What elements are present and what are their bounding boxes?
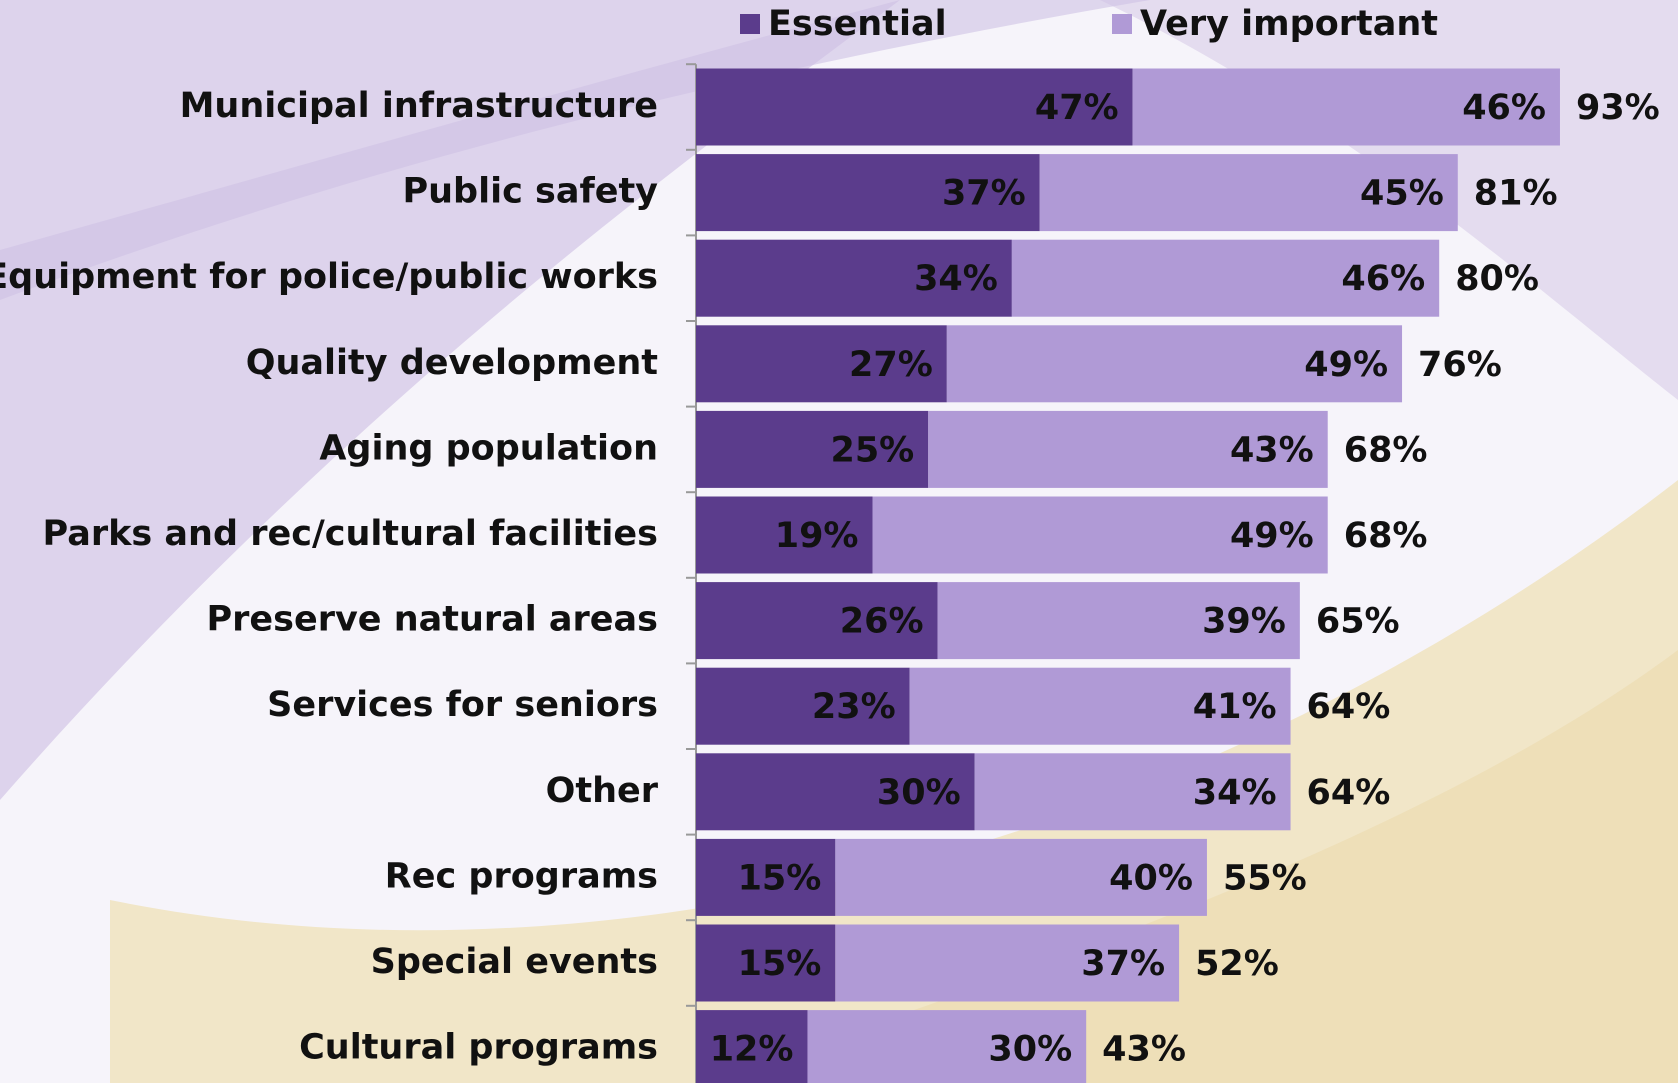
category-label: Preserve natural areas xyxy=(206,600,658,640)
category-label: Parks and rec/cultural facilities xyxy=(43,514,658,554)
bar-segment xyxy=(928,410,1328,488)
value-label: 40% xyxy=(1109,858,1193,898)
swoosh xyxy=(700,650,1678,1083)
bar-segment xyxy=(696,667,910,745)
total-label: 76% xyxy=(1418,345,1502,385)
legend-label: Essential xyxy=(768,4,947,44)
category-label: Equipment for police/public works xyxy=(0,257,658,297)
value-label: 49% xyxy=(1230,516,1314,556)
value-label: 34% xyxy=(1193,773,1277,813)
value-label: 39% xyxy=(1202,602,1286,642)
bar-segment xyxy=(909,667,1291,745)
bar-segment xyxy=(696,753,975,831)
legend-swatch xyxy=(1112,14,1132,34)
legend-swatch xyxy=(740,14,760,34)
bar-segment xyxy=(1039,154,1458,232)
value-label: 12% xyxy=(710,1030,794,1070)
category-label: Public safety xyxy=(402,172,658,212)
value-label: 34% xyxy=(914,259,998,299)
bar-segment xyxy=(807,1010,1087,1083)
value-label: 26% xyxy=(840,602,924,642)
bar-segment xyxy=(835,924,1180,1002)
total-label: 64% xyxy=(1307,687,1391,727)
value-label: 15% xyxy=(738,944,822,984)
total-label: 52% xyxy=(1195,944,1279,984)
bar-segment xyxy=(1132,68,1560,146)
value-label: 41% xyxy=(1193,687,1277,727)
category-label: Services for seniors xyxy=(267,685,658,725)
category-label: Municipal infrastructure xyxy=(180,86,658,126)
value-label: 27% xyxy=(849,345,933,385)
bar-segment xyxy=(696,68,1133,146)
total-label: 80% xyxy=(1455,259,1539,299)
value-label: 30% xyxy=(988,1030,1072,1070)
category-label: Aging population xyxy=(319,428,658,468)
total-label: 55% xyxy=(1223,858,1307,898)
bar-segment xyxy=(696,239,1012,317)
bar-segment xyxy=(946,325,1403,403)
value-label: 15% xyxy=(738,858,822,898)
legend-label: Very important xyxy=(1140,4,1438,44)
total-label: 65% xyxy=(1316,602,1400,642)
bar-segment xyxy=(974,753,1291,831)
bar-segment xyxy=(937,582,1300,660)
category-label: Rec programs xyxy=(385,856,658,896)
value-label: 23% xyxy=(812,687,896,727)
bar-segment xyxy=(1011,239,1440,317)
value-label: 37% xyxy=(1081,944,1165,984)
total-label: 68% xyxy=(1344,516,1428,556)
value-label: 46% xyxy=(1341,259,1425,299)
value-label: 46% xyxy=(1462,88,1546,128)
bar-segment xyxy=(696,838,836,916)
bar-segment xyxy=(696,410,929,488)
value-label: 30% xyxy=(877,773,961,813)
category-label: Special events xyxy=(371,942,658,982)
value-label: 25% xyxy=(830,430,914,470)
bar-segment xyxy=(696,924,836,1002)
value-label: 43% xyxy=(1230,430,1314,470)
category-label: Quality development xyxy=(246,343,658,383)
bar-segment xyxy=(835,838,1207,916)
total-label: 81% xyxy=(1474,174,1558,214)
value-label: 47% xyxy=(1035,88,1119,128)
bar-segment xyxy=(696,496,873,574)
bar-segment xyxy=(696,1010,808,1083)
value-label: 37% xyxy=(942,174,1026,214)
value-label: 45% xyxy=(1360,174,1444,214)
bar-segment xyxy=(872,496,1328,574)
category-label: Cultural programs xyxy=(299,1028,658,1068)
bar-segment xyxy=(696,154,1040,232)
value-label: 19% xyxy=(775,516,859,556)
value-label: 49% xyxy=(1304,345,1388,385)
total-label: 43% xyxy=(1102,1030,1186,1070)
total-label: 93% xyxy=(1576,88,1660,128)
total-label: 64% xyxy=(1307,773,1391,813)
bar-segment xyxy=(696,582,938,660)
category-label: Other xyxy=(546,771,659,811)
bar-segment xyxy=(696,325,947,403)
total-label: 68% xyxy=(1344,430,1428,470)
